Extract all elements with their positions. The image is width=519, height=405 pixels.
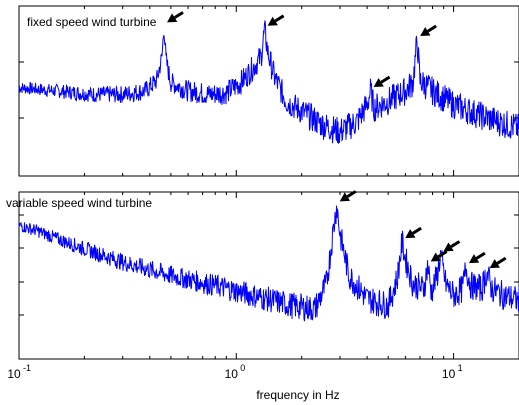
x-tick-exponent: -1 — [23, 363, 31, 373]
variable-speed-peak-arrows — [339, 190, 507, 269]
x-tick-exponent: 0 — [240, 363, 245, 373]
fixed-speed-peak-arrows — [167, 11, 437, 87]
fixed-speed-panel: fixed speed wind turbine — [18, 5, 519, 177]
fixed-speed-panel-title: fixed speed wind turbine — [27, 15, 157, 29]
panel-frame — [18, 191, 519, 360]
peak-arrow-shaft — [450, 240, 461, 248]
fixed-speed-spectrum-line — [18, 20, 519, 144]
panel-frame — [18, 5, 519, 177]
peak-arrow-shaft — [427, 24, 437, 33]
peak-arrow-shaft — [475, 251, 486, 260]
peak-arrow-shaft — [346, 190, 357, 198]
peak-arrow-head — [167, 13, 178, 23]
x-tick-label: 10 — [7, 367, 21, 381]
peak-arrow-head — [267, 16, 278, 26]
peak-arrow-shaft — [496, 256, 507, 265]
variable-speed-spectrum-line — [18, 205, 519, 322]
x-tick-label: 10 — [225, 367, 239, 381]
x-axis-ticks: 10 -1 10 0 10 1 — [7, 363, 462, 381]
peak-arrow-head — [489, 259, 500, 269]
x-tick-exponent: 1 — [458, 363, 463, 373]
peak-arrow-head — [420, 26, 431, 36]
peak-arrow-shaft — [412, 226, 422, 235]
peak-arrow-head — [468, 254, 480, 264]
peak-arrow-head — [373, 77, 384, 87]
variable-speed-panel-title: variable speed wind turbine — [6, 196, 152, 210]
peak-arrow-shaft — [274, 14, 285, 23]
variable-speed-panel: variable speed wind turbine — [6, 190, 519, 360]
x-tick-label: 10 — [442, 367, 456, 381]
peak-arrow-head — [339, 192, 351, 202]
peak-arrow-shaft — [380, 75, 391, 84]
x-axis-label: frequency in Hz — [256, 388, 339, 402]
peak-arrow-head — [405, 229, 416, 239]
peak-arrow-head — [443, 242, 454, 252]
peak-arrow-shaft — [173, 11, 184, 19]
peak-arrow-shaft — [437, 250, 448, 258]
peak-arrow-head — [430, 252, 441, 262]
